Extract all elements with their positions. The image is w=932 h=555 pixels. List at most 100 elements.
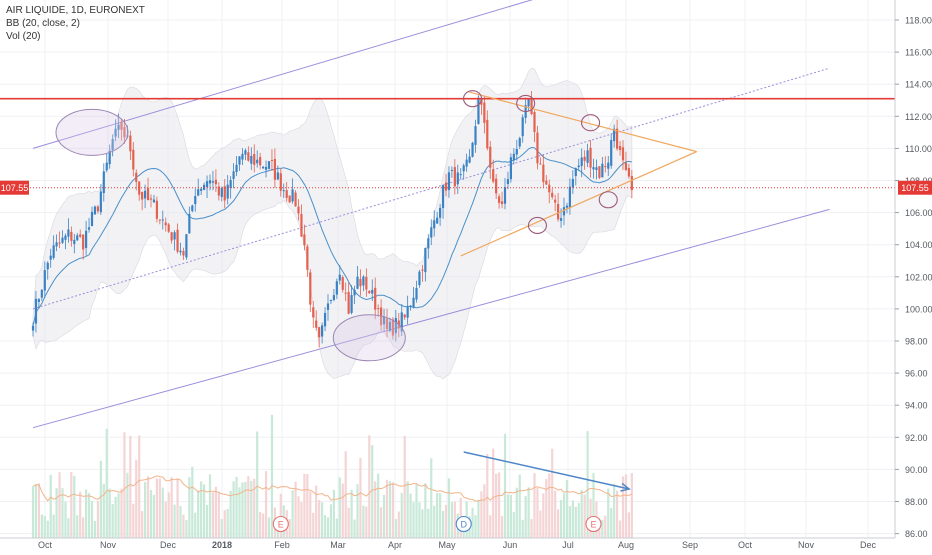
volume-bar — [554, 490, 557, 538]
candle — [138, 181, 141, 201]
candle-body — [182, 251, 185, 256]
candle-body — [208, 180, 212, 184]
candle-body — [123, 127, 126, 138]
candle — [574, 167, 577, 186]
candle — [377, 304, 380, 317]
volume-bar — [158, 478, 161, 538]
candle-body — [82, 234, 85, 250]
volume-bar — [176, 478, 179, 538]
volume-bar — [521, 519, 524, 538]
candle-body — [583, 156, 586, 161]
upper-channel-line[interactable] — [32, 0, 594, 149]
volume-bar — [149, 490, 153, 538]
candle — [223, 179, 226, 209]
candle — [486, 110, 489, 151]
candle-body — [253, 153, 256, 165]
candle-body — [229, 180, 232, 188]
volume-bar — [132, 503, 135, 538]
volume-bar — [291, 490, 294, 538]
volume-bar — [365, 506, 368, 538]
touch-point-circle[interactable] — [516, 94, 536, 113]
volume-moving-average — [32, 475, 633, 502]
candle — [589, 140, 592, 178]
candle — [64, 233, 67, 250]
candle-body — [285, 190, 288, 198]
time-tick-label: Nov — [798, 540, 815, 550]
volume-bar — [79, 491, 82, 538]
candle-body — [577, 165, 580, 168]
candle-body — [37, 299, 40, 302]
volume-bar — [120, 488, 123, 538]
candle — [415, 280, 418, 303]
candle-body — [111, 139, 114, 151]
candle — [530, 91, 533, 116]
volume-bar — [412, 502, 415, 538]
candle — [362, 275, 365, 292]
middle-channel-line[interactable] — [32, 67, 830, 310]
candle — [49, 248, 52, 268]
triangle-lower-line[interactable] — [460, 151, 697, 257]
volume-bar — [235, 476, 238, 538]
volume-bar — [102, 483, 105, 538]
volume-bar — [58, 472, 61, 538]
candle — [99, 184, 102, 215]
candle — [406, 295, 409, 325]
volume-bar — [548, 473, 551, 538]
volume-bar — [244, 481, 247, 538]
candle-body — [406, 306, 409, 318]
event-marker[interactable]: E — [585, 515, 602, 533]
touch-point-circle[interactable] — [598, 191, 618, 209]
volume-bar — [226, 508, 229, 538]
price-tick-label: 90.00 — [905, 465, 928, 475]
volume-bar — [421, 509, 424, 538]
candle-body — [391, 319, 394, 336]
touch-point-circle[interactable] — [580, 114, 601, 132]
time-tick-label: Oct — [38, 540, 53, 550]
candle — [279, 168, 282, 197]
candle — [453, 159, 456, 195]
candle — [536, 125, 539, 170]
candle — [506, 171, 510, 190]
candle-body — [170, 232, 173, 241]
volume-bar — [545, 478, 548, 538]
volume-bar — [621, 476, 625, 538]
candle — [247, 146, 250, 162]
candle — [141, 191, 144, 211]
candle-body — [495, 178, 498, 194]
candle — [580, 148, 583, 178]
highlight-ellipse[interactable] — [55, 108, 129, 156]
candle — [441, 184, 445, 219]
volume-trend-arrow[interactable] — [463, 451, 630, 490]
candle-body — [530, 99, 533, 115]
candle-body — [616, 128, 619, 149]
event-marker[interactable]: D — [455, 515, 472, 533]
price-tick-label: 96.00 — [905, 369, 928, 379]
candle — [285, 181, 288, 202]
lower-channel-line[interactable] — [32, 208, 830, 429]
candle-body — [155, 200, 158, 219]
candle-body — [161, 219, 164, 221]
candle-body — [64, 235, 67, 240]
candle — [55, 234, 58, 252]
volume-bar — [297, 496, 300, 538]
time-axis: Oct Nov Dec 2018 Feb Mar Apr May Jun Jul Aug Sep Oct… — [0, 537, 932, 550]
price-tick-label: 86.00 — [905, 529, 928, 539]
touch-point-circle[interactable] — [527, 216, 548, 234]
event-marker[interactable]: E — [272, 515, 289, 533]
volume-bar — [267, 517, 271, 538]
touch-point-circle[interactable] — [462, 90, 483, 108]
candle — [158, 219, 161, 225]
candle — [400, 304, 403, 337]
triangle-upper-line[interactable] — [469, 91, 697, 153]
volume-bar — [208, 474, 212, 538]
volume-bar — [117, 493, 120, 538]
candle — [176, 223, 179, 254]
candle-body — [627, 168, 630, 177]
candle-body — [450, 169, 453, 171]
candle-body — [31, 325, 35, 331]
candle — [111, 134, 114, 157]
highlight-ellipse[interactable] — [332, 314, 406, 362]
candle-body — [533, 111, 536, 132]
